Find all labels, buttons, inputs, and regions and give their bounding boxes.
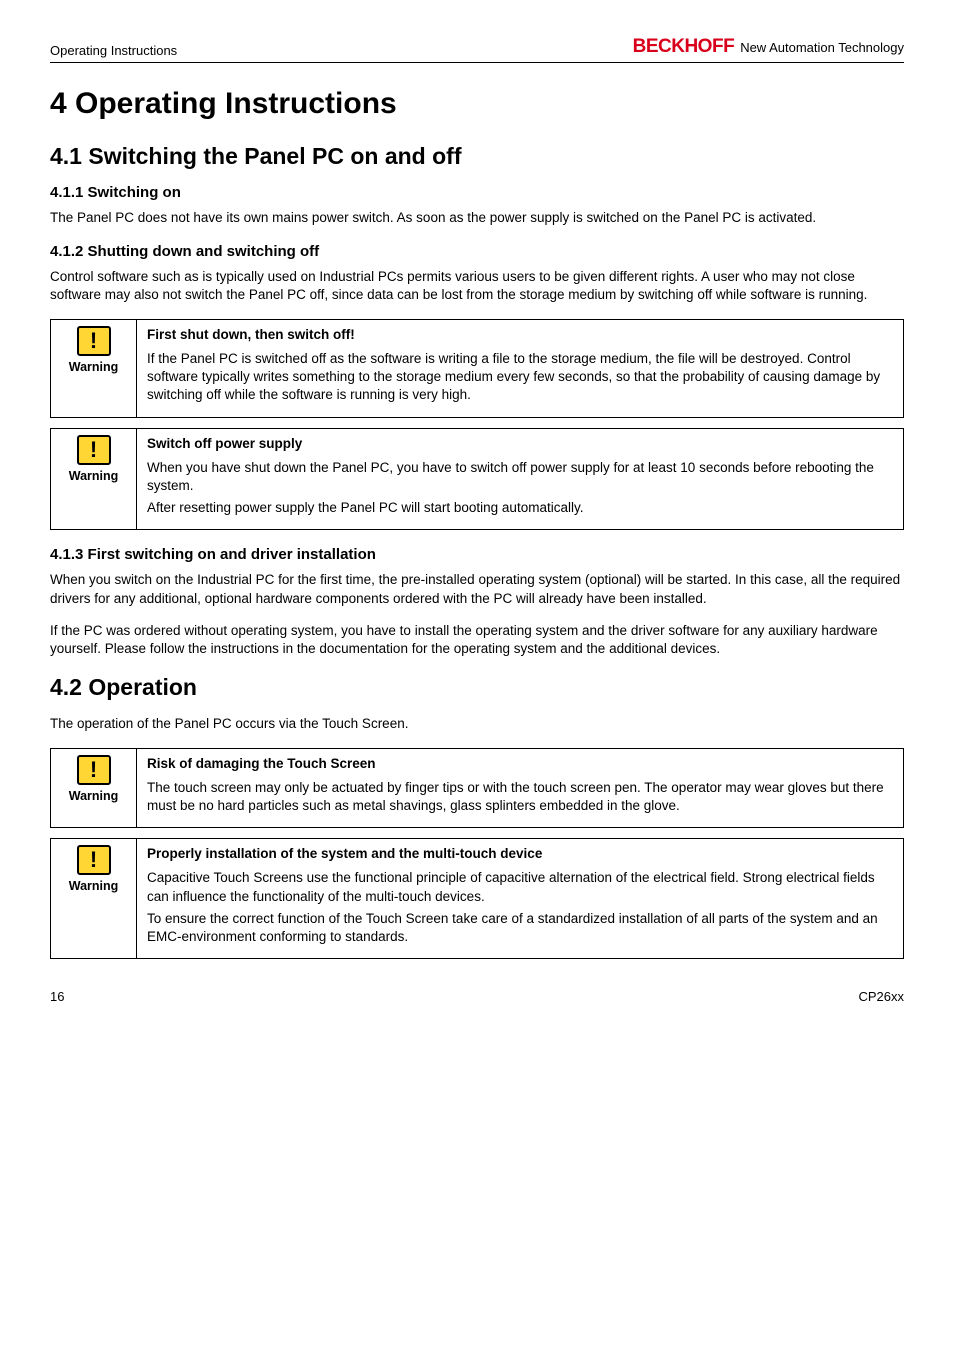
section-41-title: 4.1 Switching the Panel PC on and off (50, 143, 904, 170)
section-411-title: 4.1.1 Switching on (50, 184, 904, 201)
doc-id: CP26xx (858, 989, 904, 1004)
warning-body-line2: After resetting power supply the Panel P… (147, 499, 893, 517)
warning-content: First shut down, then switch off! If the… (137, 320, 903, 417)
section-413-paragraph-2: If the PC was ordered without operating … (50, 622, 904, 658)
section-413-paragraph-1: When you switch on the Industrial PC for… (50, 571, 904, 607)
exclamation-icon: ! (90, 439, 97, 461)
warning-left-cell: ! Warning (51, 429, 137, 530)
warning-icon: ! (77, 845, 111, 875)
warning-label: Warning (69, 469, 119, 483)
chapter-title: 4 Operating Instructions (50, 87, 904, 121)
section-42-intro: The operation of the Panel PC occurs via… (50, 715, 904, 733)
header-brand-block: BECKHOFF New Automation Technology (633, 36, 904, 58)
warning-box-multitouch-install: ! Warning Properly installation of the s… (50, 838, 904, 959)
warning-content: Switch off power supply When you have sh… (137, 429, 903, 530)
section-412-paragraph: Control software such as is typically us… (50, 268, 904, 304)
warning-icon: ! (77, 755, 111, 785)
warning-icon: ! (77, 435, 111, 465)
warning-left-cell: ! Warning (51, 839, 137, 958)
warning-left-cell: ! Warning (51, 749, 137, 828)
warning-body: The touch screen may only be actuated by… (147, 779, 893, 815)
exclamation-icon: ! (90, 849, 97, 871)
warning-body: If the Panel PC is switched off as the s… (147, 350, 893, 405)
brand-tagline: New Automation Technology (740, 40, 904, 55)
exclamation-icon: ! (90, 330, 97, 352)
warning-left-cell: ! Warning (51, 320, 137, 417)
page-footer: 16 CP26xx (50, 989, 904, 1004)
exclamation-icon: ! (90, 759, 97, 781)
warning-label: Warning (69, 360, 119, 374)
brand-logo-text: BECKHOFF (633, 36, 735, 58)
warning-box-power-supply: ! Warning Switch off power supply When y… (50, 428, 904, 531)
warning-icon: ! (77, 326, 111, 356)
warning-body-line1: Capacitive Touch Screens use the functio… (147, 869, 893, 905)
warning-title: Properly installation of the system and … (147, 845, 893, 863)
section-412-title: 4.1.2 Shutting down and switching off (50, 243, 904, 260)
warning-label: Warning (69, 789, 119, 803)
section-411-paragraph: The Panel PC does not have its own mains… (50, 209, 904, 227)
warning-content: Properly installation of the system and … (137, 839, 903, 958)
section-413-title: 4.1.3 First switching on and driver inst… (50, 546, 904, 563)
warning-title: First shut down, then switch off! (147, 326, 893, 344)
warning-box-touch-damage: ! Warning Risk of damaging the Touch Scr… (50, 748, 904, 829)
warning-body-line2: To ensure the correct function of the To… (147, 910, 893, 946)
header-section-title: Operating Instructions (50, 43, 177, 58)
warning-body-line1: When you have shut down the Panel PC, yo… (147, 459, 893, 495)
warning-title: Risk of damaging the Touch Screen (147, 755, 893, 773)
section-42-title: 4.2 Operation (50, 674, 904, 701)
warning-title: Switch off power supply (147, 435, 893, 453)
page-header: Operating Instructions BECKHOFF New Auto… (50, 36, 904, 63)
warning-box-shutdown: ! Warning First shut down, then switch o… (50, 319, 904, 418)
warning-content: Risk of damaging the Touch Screen The to… (137, 749, 903, 828)
page-number: 16 (50, 989, 64, 1004)
warning-label: Warning (69, 879, 119, 893)
